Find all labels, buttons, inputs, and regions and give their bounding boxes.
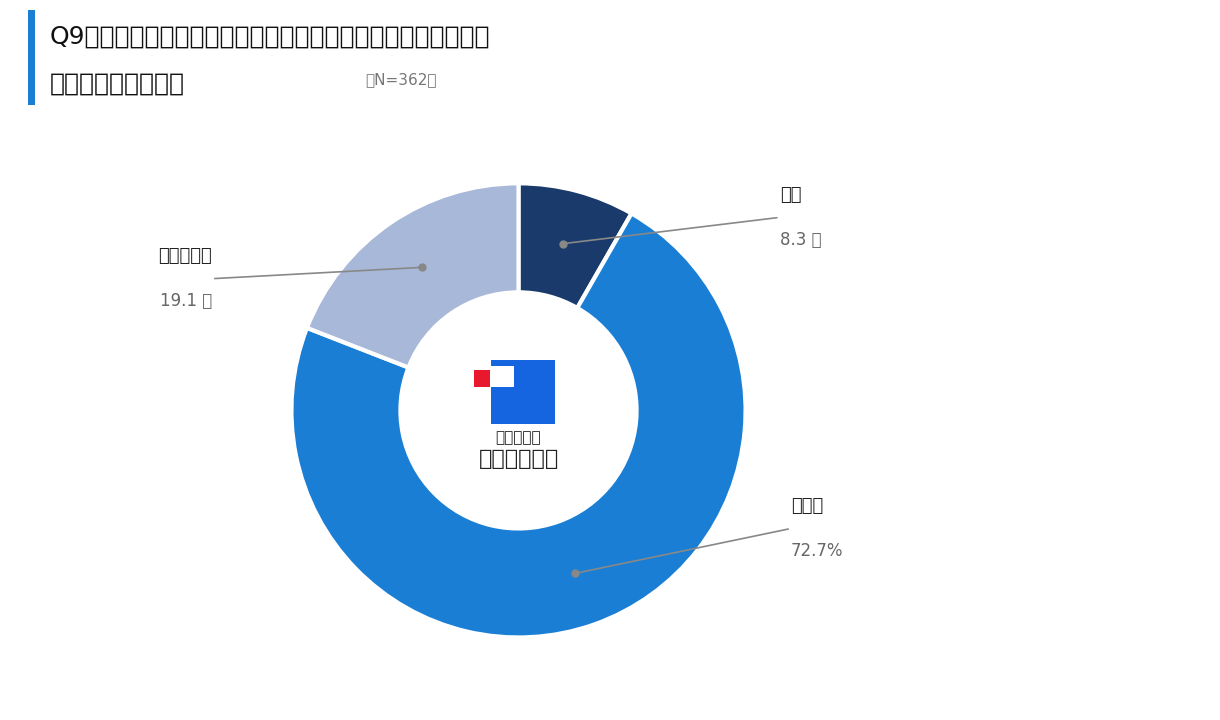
Text: はい: はい [780,186,802,204]
Bar [492,366,514,387]
Text: いいえ: いいえ [791,497,824,515]
Text: コのほけん！: コのほけん！ [478,449,559,469]
Text: わからない: わからない [159,247,212,265]
Wedge shape [518,184,632,308]
Wedge shape [292,213,745,637]
Text: 72.7%: 72.7% [791,542,843,560]
Bar [28,10,35,105]
Text: （N=362）: （N=362） [365,72,437,87]
Bar [475,369,490,387]
Text: 19.1 ％: 19.1 ％ [160,292,212,310]
Wedge shape [307,184,518,367]
Text: 加入していますか？: 加入していますか？ [50,72,185,96]
Text: 8.3 ％: 8.3 ％ [780,231,821,249]
Bar [490,369,495,387]
Text: わたしに、: わたしに、 [495,430,542,445]
Text: Q9．熱中症に備えられる保険（熱中症保険・医療保険など）に: Q9．熱中症に備えられる保険（熱中症保険・医療保険など）に [50,25,490,49]
Bar [492,361,555,424]
